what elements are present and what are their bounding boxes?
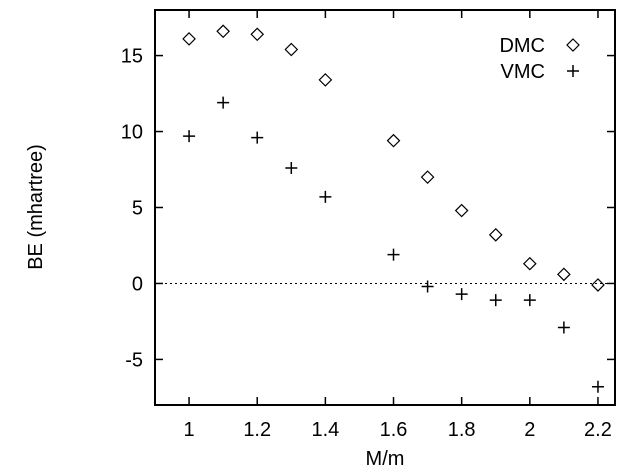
data-point-vmc (421, 280, 434, 293)
data-point-vmc (489, 294, 502, 307)
data-point-vmc (557, 321, 570, 334)
data-point-dmc (182, 32, 196, 46)
data-point-dmc (216, 24, 230, 39)
legend-marker-dmc (566, 38, 580, 52)
data-point-vmc (591, 380, 604, 393)
data-point-dmc (488, 227, 503, 242)
data-point-vmc (217, 96, 230, 109)
data-point-dmc (250, 27, 265, 42)
data-point-vmc (523, 294, 536, 307)
y-tick-label: 15 (121, 46, 143, 68)
x-tick-label: 1.2 (243, 419, 271, 441)
x-axis-label: M/m (366, 448, 405, 470)
data-point-dmc (522, 256, 537, 271)
data-point-vmc (183, 130, 196, 143)
data-point-vmc (251, 131, 264, 144)
x-tick-label: 1.6 (380, 419, 408, 441)
data-point-dmc (420, 170, 435, 184)
data-point-dmc (454, 203, 469, 218)
y-tick-label: 10 (121, 122, 143, 144)
data-point-dmc (557, 267, 571, 282)
data-point-vmc (387, 248, 400, 261)
legend-label-vmc: VMC (501, 61, 545, 83)
data-point-vmc (455, 288, 468, 301)
x-tick-label: 2.2 (584, 419, 612, 441)
data-markers (182, 24, 605, 393)
data-point-dmc (284, 42, 299, 57)
y-axis-label: BE (mhartree) (25, 144, 47, 270)
legend-label-dmc: DMC (499, 35, 545, 57)
legend-marker-vmc (567, 65, 579, 77)
data-point-dmc (386, 133, 401, 148)
data-point-dmc (318, 73, 333, 87)
x-tick-label: 1.4 (311, 419, 339, 441)
data-point-vmc (319, 190, 332, 203)
x-tick-label: 1.8 (448, 419, 476, 441)
data-point-vmc (285, 162, 298, 174)
legend-markers (566, 38, 580, 77)
plot-frame (154, 9, 616, 406)
x-tick-label: 1 (184, 419, 195, 441)
data-point-dmc (591, 278, 605, 292)
y-axis-ticks: -5 0 5 10 15 (121, 46, 615, 371)
legend: DMC VMC (499, 35, 580, 83)
y-tick-label: 0 (132, 273, 143, 295)
x-tick-label: 2 (524, 419, 535, 441)
x-axis-ticks: 1 1.2 1.4 1.6 1.8 2 2.2 (184, 10, 612, 441)
y-tick-label: 5 (132, 198, 143, 220)
y-tick-label: -5 (125, 349, 143, 371)
